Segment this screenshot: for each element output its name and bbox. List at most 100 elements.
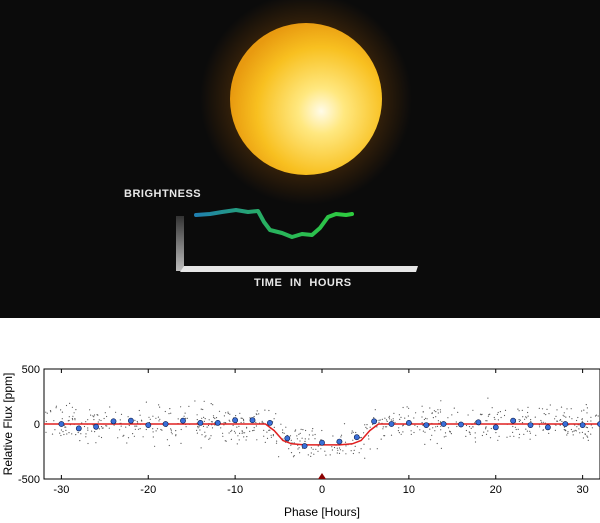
x-tick-label: -30 [53, 484, 69, 496]
raw-data-point [369, 448, 371, 450]
raw-data-point [591, 427, 594, 429]
raw-data-point [431, 434, 433, 436]
raw-data-point [343, 423, 346, 425]
raw-data-point [223, 421, 225, 424]
raw-data-point [180, 406, 182, 408]
binned-point [545, 424, 551, 431]
raw-data-point [345, 453, 347, 455]
raw-data-point [313, 453, 315, 455]
raw-data-point [188, 405, 190, 407]
raw-data-point [364, 424, 366, 426]
raw-data-point [109, 406, 111, 408]
raw-data-point [336, 447, 338, 449]
raw-data-point [498, 435, 500, 437]
raw-data-point [74, 418, 76, 420]
raw-data-point [321, 429, 323, 432]
raw-data-point [61, 418, 63, 420]
binned-point [162, 421, 169, 427]
raw-data-point [268, 429, 270, 431]
raw-data-point [175, 434, 177, 436]
raw-data-point [266, 431, 268, 433]
raw-data-point [576, 426, 578, 428]
raw-data-point [312, 448, 314, 450]
raw-data-point [261, 422, 263, 424]
raw-data-point [568, 416, 571, 418]
raw-data-point [539, 426, 541, 428]
raw-data-point [61, 411, 64, 413]
raw-data-point [465, 424, 468, 427]
raw-data-point [581, 431, 584, 433]
raw-data-point [529, 430, 531, 432]
raw-data-point [122, 435, 124, 437]
raw-data-point [590, 420, 592, 422]
binned-point [388, 421, 395, 427]
binned-point [284, 435, 291, 442]
binned-point [180, 417, 186, 424]
raw-data-point [421, 422, 423, 424]
raw-data-point [155, 430, 157, 432]
raw-data-point [579, 432, 581, 434]
raw-data-point [295, 429, 297, 431]
raw-data-point [517, 428, 519, 430]
raw-data-point [519, 419, 522, 421]
raw-data-point [366, 428, 368, 430]
raw-data-point [168, 413, 170, 415]
raw-data-point [497, 411, 499, 414]
binned-point [110, 418, 117, 425]
raw-data-point [264, 441, 266, 443]
raw-data-point [152, 415, 154, 417]
raw-data-point [148, 416, 150, 418]
raw-data-point [426, 418, 428, 420]
raw-data-point [331, 446, 333, 448]
raw-data-point [304, 440, 306, 443]
y-tick-label: 0 [34, 419, 40, 431]
raw-data-point [485, 428, 487, 430]
raw-data-point [229, 413, 231, 415]
raw-data-point [397, 430, 399, 432]
raw-data-point [315, 448, 317, 450]
raw-data-point [410, 430, 412, 432]
raw-data-point [376, 426, 378, 428]
raw-data-point [586, 435, 588, 437]
raw-data-point [587, 439, 589, 441]
raw-data-point [439, 411, 442, 413]
raw-data-point [317, 450, 319, 452]
raw-data-point [455, 421, 457, 423]
raw-data-point [440, 429, 442, 431]
raw-data-point [436, 442, 438, 445]
raw-data-point [497, 439, 499, 441]
raw-data-points [45, 397, 600, 459]
raw-data-point [87, 442, 89, 445]
raw-data-point [128, 424, 130, 427]
raw-data-point [559, 419, 561, 422]
raw-data-point [372, 423, 374, 426]
raw-data-point [136, 420, 138, 423]
raw-data-point [563, 415, 565, 417]
raw-data-point [106, 415, 108, 418]
raw-data-point [127, 437, 130, 439]
raw-data-point [307, 454, 309, 456]
raw-data-point [177, 418, 179, 420]
raw-data-point [566, 408, 568, 410]
raw-data-point [136, 425, 138, 427]
raw-data-point [55, 407, 57, 409]
raw-data-point [534, 416, 536, 418]
raw-data-point [134, 419, 136, 421]
raw-data-point [586, 412, 588, 414]
raw-data-point [293, 455, 295, 457]
raw-data-point [227, 412, 229, 415]
raw-data-point [126, 442, 128, 444]
raw-data-point [474, 432, 476, 434]
binned-point [197, 420, 204, 426]
raw-data-point [59, 432, 61, 434]
raw-data-point [263, 435, 265, 437]
raw-data-point [60, 434, 62, 437]
raw-data-point [194, 400, 196, 402]
raw-data-point [168, 444, 170, 447]
brightness-curve [194, 208, 354, 239]
raw-data-point [393, 412, 395, 414]
raw-data-point [77, 431, 79, 434]
raw-data-point [65, 404, 68, 407]
raw-data-point [186, 417, 188, 419]
raw-data-point [363, 432, 365, 434]
